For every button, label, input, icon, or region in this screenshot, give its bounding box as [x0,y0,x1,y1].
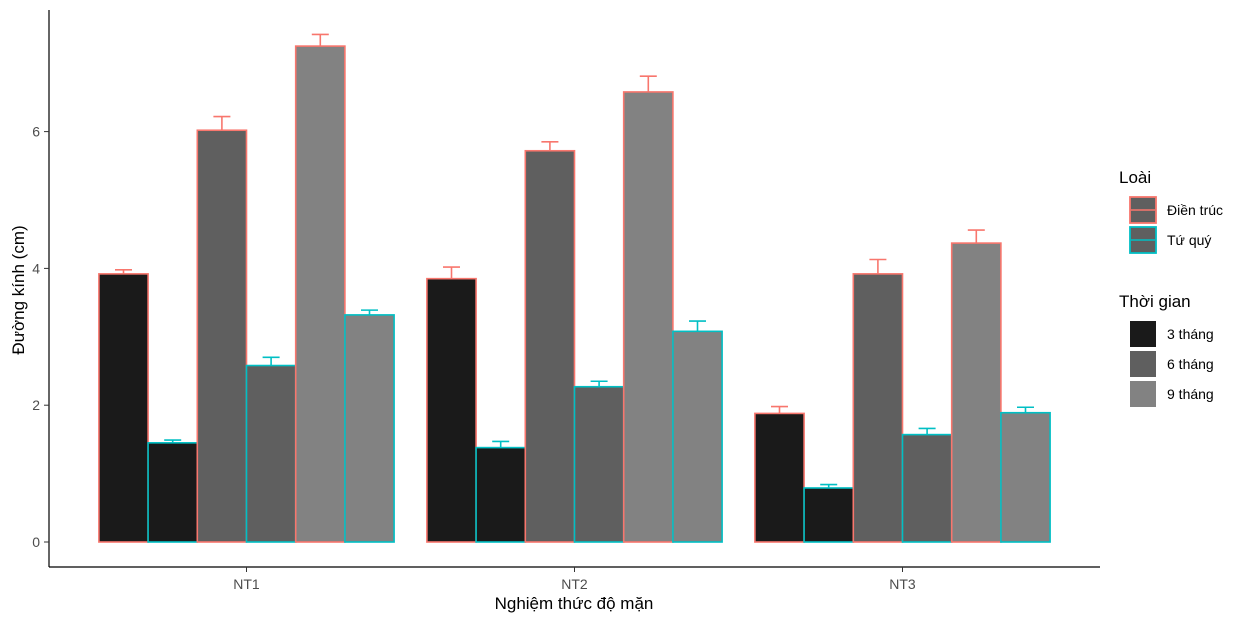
legend-title-loai: Loài [1119,168,1151,187]
bar-nt3-3tháng-0 [754,412,805,543]
x-tick-label-nt1: NT1 [233,576,260,592]
legend-key-time-1 [1130,351,1156,377]
bar-nt2-3tháng-1 [475,446,527,543]
x-tick-label-nt2: NT2 [561,576,588,592]
bar-nt2-6tháng-1 [573,385,625,543]
legend: Loài Thời gian Điền trúc Tứ quý 3 tháng 6 … [1119,168,1223,407]
bar-nt1-3tháng-1 [147,442,199,543]
bar-nt3-9tháng-1 [1000,411,1051,543]
legend-loai-items: Điền trúc Tứ quý [1129,196,1223,254]
bar-nt1-9tháng-0 [294,45,346,543]
legend-key-time-0 [1130,321,1156,347]
x-ticks: NT1 NT2 NT3 [233,567,916,592]
y-tick-label: 6 [32,124,40,140]
legend-label-loai-1: Tứ quý [1167,232,1211,248]
bar-nt2-6tháng-0 [524,149,576,543]
bar-nt3-6tháng-1 [901,433,953,543]
legend-label-time-1: 6 tháng [1167,356,1214,372]
legend-title-time: Thời gian [1119,292,1191,311]
x-tick-label-nt3: NT3 [889,576,916,592]
legend-key-time-2 [1130,381,1156,407]
bars-layer [98,33,1051,543]
legend-time-items: 3 tháng 6 tháng 9 tháng [1130,321,1214,407]
bar-nt2-3tháng-0 [426,277,477,543]
x-axis-title: Nghiệm thức độ mặn [495,594,654,613]
bar-nt3-9tháng-0 [950,242,1002,543]
y-tick-label: 4 [32,260,40,276]
bar-nt2-9tháng-0 [622,91,674,543]
bar-nt3-3tháng-1 [803,487,855,543]
bar-nt3-6tháng-0 [852,273,904,543]
bar-nt1-9tháng-1 [344,314,395,543]
axes-layer: 0 2 4 6 NT1 NT2 NT3 Nghiệm thức độ mặn Đường … [9,10,1100,613]
bar-nt1-3tháng-0 [98,273,149,543]
bar-nt1-6tháng-1 [245,364,297,543]
y-ticks: 0 2 4 6 [32,124,49,550]
legend-label-time-2: 9 tháng [1167,386,1214,402]
y-tick-label: 2 [32,397,40,413]
bar-nt1-6tháng-0 [196,129,248,543]
y-tick-label: 0 [32,534,40,550]
y-axis-title: Đường kính (cm) [9,225,28,354]
legend-label-loai-0: Điền trúc [1167,202,1223,218]
legend-label-time-0: 3 tháng [1167,326,1214,342]
bar-nt2-9tháng-1 [672,330,723,543]
